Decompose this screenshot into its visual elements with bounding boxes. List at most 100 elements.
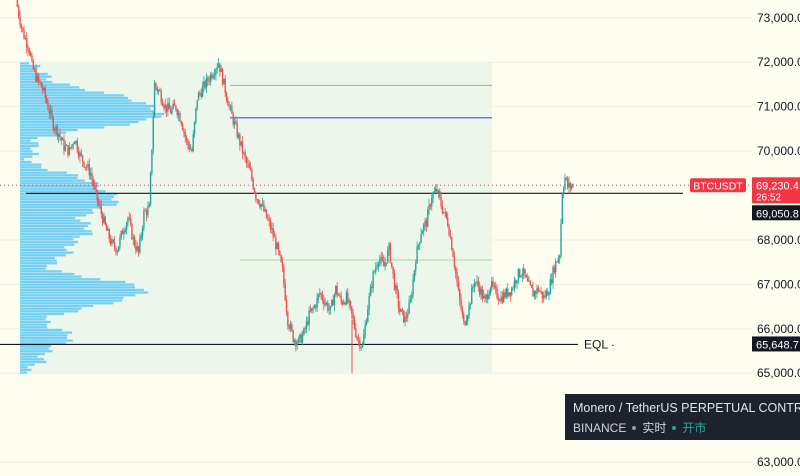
candle-body [564,177,566,189]
candle-body [528,281,530,282]
candle-body [89,173,92,176]
candle [301,330,304,346]
volume-profile-bar [20,123,130,126]
candle-body [296,342,298,346]
candle [171,106,173,116]
candle [49,104,52,120]
candle [285,295,288,317]
candle [48,104,51,120]
candle [425,217,428,233]
tooltip-mode: 实时 [642,421,667,435]
candle-body [401,309,404,311]
candle-body [152,117,154,150]
candle-body [428,204,430,210]
candle [189,143,192,151]
candle-body [351,306,353,314]
candle [509,292,512,302]
candle [71,144,73,151]
candle-body [412,279,414,296]
candle [463,311,465,325]
candle-body [233,121,236,125]
candle [333,292,336,312]
candle-body [159,90,161,92]
candle-body [375,267,377,272]
candle [395,283,397,295]
candle [159,87,161,93]
candle [480,285,482,300]
candle-body [558,255,561,259]
candle-body [566,178,569,188]
candle [524,268,526,279]
candle [16,0,19,8]
candle-body [472,286,474,289]
candle-body [187,140,189,145]
candle [91,167,93,185]
candle-body [329,306,332,310]
candle [500,291,502,304]
candle-body [503,292,505,303]
candle [412,273,414,299]
price-axis-tick-label: 72,000.0 [757,55,800,69]
candle-body [416,246,418,264]
candle [407,308,409,322]
candle [57,133,60,143]
candle [532,282,534,297]
volume-profile-bar [20,182,99,185]
candle-body [359,339,361,348]
candle-body [33,69,36,71]
candle-body [59,133,61,138]
last-price-label: 69,230.4 [756,180,799,192]
candle [95,182,97,196]
candle-body [140,235,142,238]
candle-body [427,209,429,227]
candle [148,201,150,208]
candle [493,282,496,290]
candle [224,75,226,97]
candle [336,282,338,298]
candle-body [305,321,308,329]
candle-body [373,271,376,273]
candle [263,199,265,212]
candle [311,307,313,314]
candle [467,314,469,326]
candle-body [501,296,504,303]
candle [352,308,354,325]
candle-body [92,179,94,186]
volume-profile-bar [20,248,67,252]
candle-body [173,103,176,106]
candle [115,246,117,256]
candle-body [493,285,496,287]
candle-body [328,309,330,311]
volume-profile-bar [20,235,80,238]
candle-body [52,117,55,130]
candle-body [193,121,196,135]
candle-body [363,334,365,345]
candle-body [471,288,473,305]
candle [435,184,437,193]
candle [99,198,101,210]
candle-body [562,188,565,195]
candle [423,222,425,237]
candle-body [161,102,164,106]
candle [119,234,121,250]
price-axis-tick-label: 68,000.0 [757,233,800,247]
candle [565,176,568,181]
candle-body [199,92,201,94]
candle [45,95,48,105]
candle-body [549,279,552,295]
candle-body [524,268,526,276]
candle-body [325,302,328,304]
candle [153,79,156,118]
candle [444,208,446,217]
candle [388,242,390,256]
eql-price-badge [752,336,800,352]
candle-body [129,218,132,224]
volume-profile-bar [20,83,71,86]
candle-body [409,299,412,302]
candle [141,225,144,241]
candle-body [289,324,292,329]
candle [201,81,204,98]
candle [384,256,386,271]
